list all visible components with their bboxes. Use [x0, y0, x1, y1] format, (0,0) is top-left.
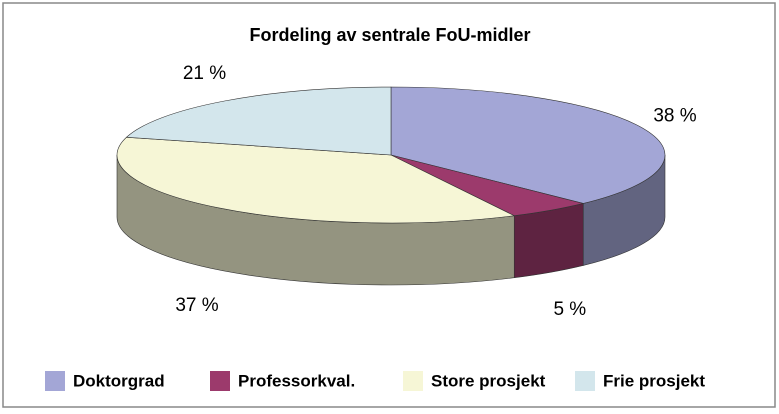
slice	[125, 86, 392, 156]
legend-swatch	[45, 371, 65, 391]
slice	[390, 86, 666, 204]
legend-label: Store prosjekt	[431, 371, 546, 390]
chart-title: Fordeling av sentrale FoU-midler	[249, 25, 530, 45]
slice	[116, 136, 516, 224]
data-label: 38 %	[653, 105, 696, 126]
legend-swatch	[210, 371, 230, 391]
legend-swatch	[575, 371, 595, 391]
data-label: 5 %	[553, 299, 586, 320]
legend-swatch	[403, 371, 423, 391]
data-label: 37 %	[175, 295, 218, 316]
legend-label: Frie prosjekt	[603, 371, 705, 390]
legend-label: Doktorgrad	[73, 371, 165, 390]
legend-label: Professorkval.	[238, 371, 355, 390]
data-label: 21 %	[183, 63, 226, 84]
